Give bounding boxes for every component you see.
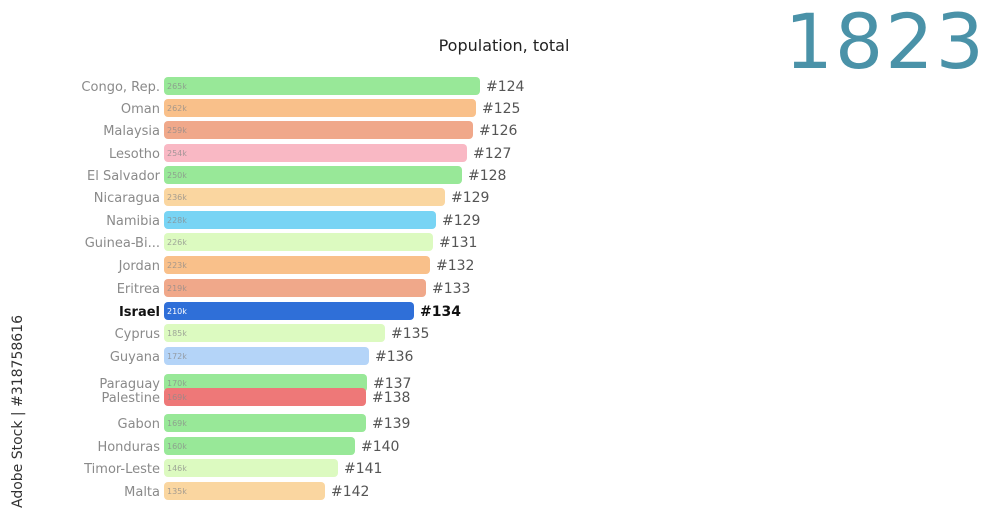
bar-gabon [164, 414, 366, 432]
country-label: Lesotho [109, 147, 160, 162]
value-label: 160k [167, 442, 187, 451]
year-display: 1823 [784, 0, 986, 86]
value-label: 169k [167, 393, 187, 402]
value-label: 226k [167, 238, 187, 247]
country-label: Cyprus [115, 327, 161, 342]
country-label: Eritrea [117, 282, 160, 297]
country-label: Oman [121, 102, 160, 117]
chart-title: Population, total [438, 36, 570, 55]
bar-guinea-bi [164, 233, 433, 251]
bar-el-salvador [164, 166, 462, 184]
value-label: 135k [167, 487, 187, 496]
value-label: 172k [167, 352, 187, 361]
bar-honduras [164, 437, 355, 455]
country-label: Guinea-Bi... [85, 236, 160, 251]
country-label: Jordan [118, 259, 160, 274]
bar-malta [164, 482, 325, 500]
value-label: 259k [167, 126, 187, 135]
bar-paraguay [164, 374, 367, 392]
rank-label: #128 [468, 168, 506, 184]
value-label: 169k [167, 419, 187, 428]
value-label: 236k [167, 193, 187, 202]
bar-jordan [164, 256, 430, 274]
value-label: 210k [167, 307, 187, 316]
country-label: Paraguay [99, 377, 160, 392]
rank-label: #137 [373, 376, 411, 392]
bar-cyprus [164, 324, 385, 342]
rank-label: #142 [331, 484, 369, 500]
bar-nicaragua [164, 188, 445, 206]
rank-label: #136 [375, 349, 414, 365]
rank-label: #132 [436, 258, 474, 274]
country-label: Congo, Rep. [81, 80, 160, 95]
value-label: 170k [167, 379, 187, 388]
bar-guyana [164, 347, 369, 365]
bar-malaysia [164, 121, 473, 139]
value-label: 265k [167, 82, 187, 91]
value-label: 250k [167, 171, 187, 180]
country-label: Honduras [97, 440, 160, 455]
country-label: Guyana [110, 350, 160, 365]
bar-congo-rep [164, 77, 480, 95]
bar-palestine [164, 388, 366, 406]
rank-label: #135 [391, 326, 429, 342]
country-label: El Salvador [87, 169, 161, 184]
value-label: 223k [167, 261, 187, 270]
country-label: Timor-Leste [83, 462, 160, 477]
rank-label: #134 [420, 304, 461, 320]
country-label: Namibia [106, 214, 160, 229]
bar-lesotho [164, 144, 467, 162]
value-label: 254k [167, 149, 187, 158]
rank-label: #125 [482, 101, 520, 117]
rank-label: #129 [442, 213, 480, 229]
country-label: Malaysia [103, 124, 160, 139]
country-label: Gabon [118, 417, 161, 432]
value-label: 228k [167, 216, 187, 225]
rank-label: #127 [473, 146, 511, 162]
value-label: 219k [167, 284, 187, 293]
rank-label: #133 [432, 281, 470, 297]
value-label: 185k [167, 329, 187, 338]
rank-label: #138 [372, 390, 410, 406]
country-label: Malta [124, 485, 160, 500]
value-label: 146k [167, 464, 187, 473]
rank-label: #124 [486, 79, 525, 95]
bar-timor-leste [164, 459, 338, 477]
bar-israel [164, 302, 414, 320]
bar-eritrea [164, 279, 426, 297]
bar-namibia [164, 211, 436, 229]
country-label: Palestine [101, 391, 160, 406]
rank-label: #131 [439, 235, 477, 251]
country-label: Nicaragua [94, 191, 160, 206]
country-label: Israel [119, 305, 160, 320]
rank-label: #139 [372, 416, 410, 432]
rank-label: #141 [344, 461, 382, 477]
rank-label: #126 [479, 123, 518, 139]
rank-label: #140 [361, 439, 399, 455]
bar-oman [164, 99, 476, 117]
value-label: 262k [167, 104, 187, 113]
rank-label: #129 [451, 190, 489, 206]
